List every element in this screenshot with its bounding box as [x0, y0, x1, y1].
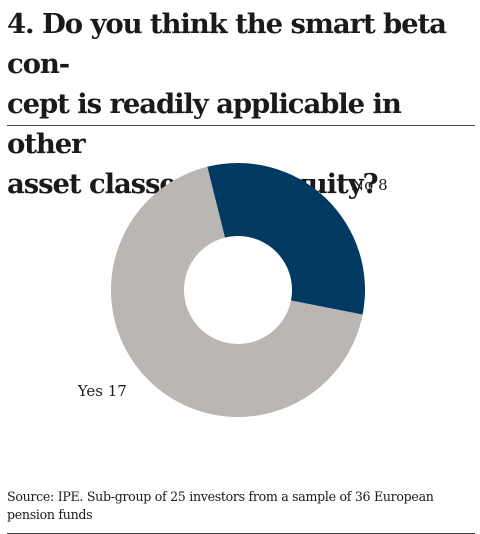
source-line-1: Source: IPE. Sub-group of 25 investors f… [7, 489, 434, 504]
source-line-2: pension funds [7, 507, 93, 522]
title-line-1: 4. Do you think the smart beta con- [7, 8, 447, 80]
source-note: Source: IPE. Sub-group of 25 investors f… [7, 488, 475, 524]
slice-label-no: No 8 [351, 176, 387, 194]
donut-slices [111, 163, 365, 418]
slice-yes [111, 166, 363, 418]
slice-labels: No 8 Yes 17 [77, 176, 388, 400]
title-divider [7, 125, 475, 126]
slice-no [207, 163, 365, 315]
slice-label-yes: Yes 17 [77, 382, 127, 400]
title-line-2: cept is readily applicable in other [7, 88, 402, 160]
